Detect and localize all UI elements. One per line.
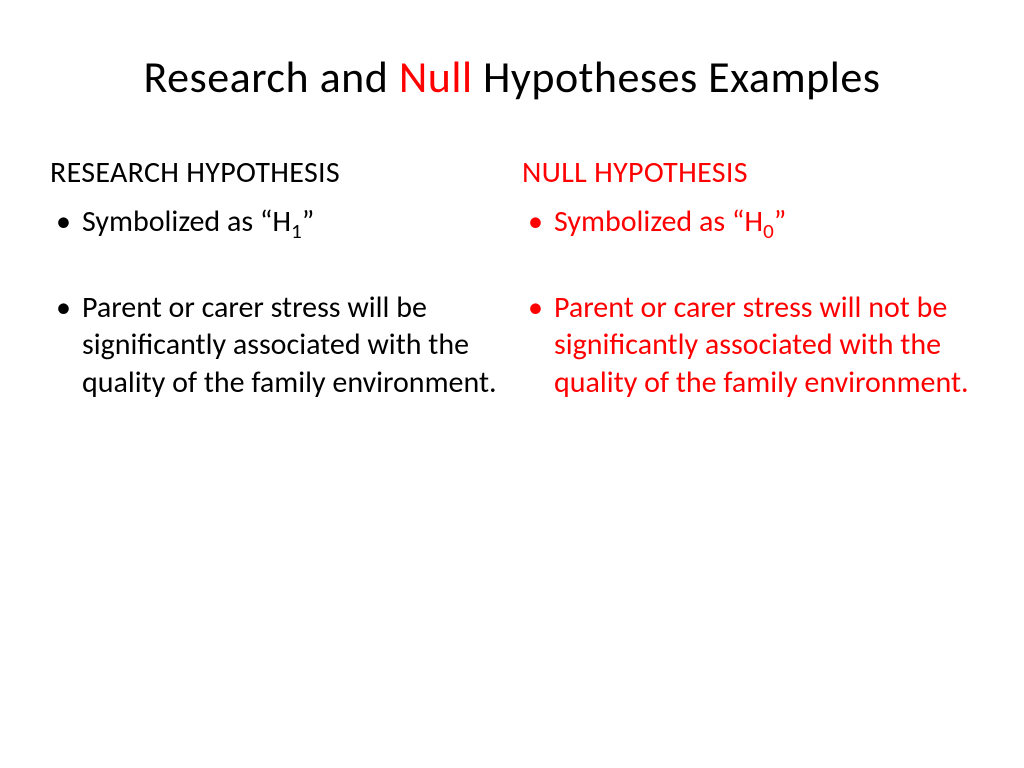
left-column: RESEARCH HYPOTHESIS Symbolized as “H1” P… — [50, 154, 502, 411]
list-item: Symbolized as “H1” — [50, 203, 502, 241]
list-item: Parent or carer stress will be significa… — [50, 289, 502, 402]
list-item: Symbolized as “H0” — [522, 203, 974, 241]
bullet-pre: Symbolized as “H — [82, 203, 291, 240]
slide-title: Research and Null Hypotheses Examples — [50, 50, 974, 104]
columns-container: RESEARCH HYPOTHESIS Symbolized as “H1” P… — [50, 154, 974, 411]
left-bullet-list: Symbolized as “H1” Parent or carer stres… — [50, 203, 502, 401]
list-item: Parent or carer stress will not be signi… — [522, 289, 974, 402]
left-heading: RESEARCH HYPOTHESIS — [50, 154, 502, 191]
bullet-sub: 0 — [763, 218, 774, 244]
bullet-post: ” — [302, 203, 315, 240]
bullet-post: ” — [774, 203, 787, 240]
right-bullet-list: Symbolized as “H0” Parent or carer stres… — [522, 203, 974, 401]
right-heading: NULL HYPOTHESIS — [522, 154, 974, 191]
title-part1: Research and — [144, 50, 399, 104]
right-column: NULL HYPOTHESIS Symbolized as “H0” Paren… — [522, 154, 974, 411]
title-accent: Null — [399, 50, 473, 104]
title-part2: Hypotheses Examples — [473, 50, 881, 104]
bullet-sub: 1 — [291, 218, 302, 244]
bullet-pre: Symbolized as “H — [554, 203, 763, 240]
